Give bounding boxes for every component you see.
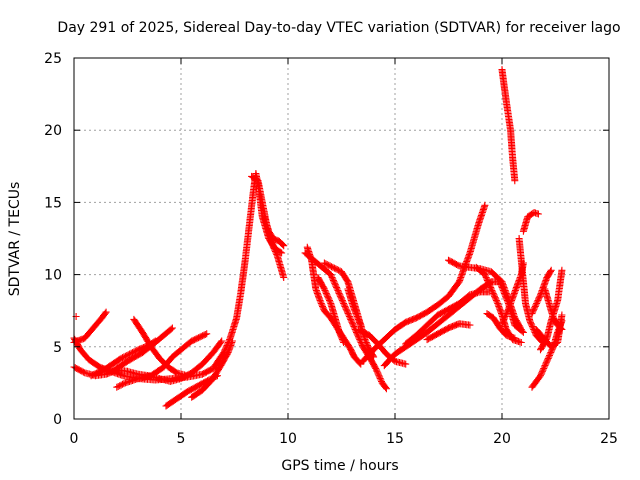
x-axis-label: GPS time / hours: [281, 458, 398, 474]
series-track-11: [261, 213, 288, 250]
data-point-marks: [188, 337, 236, 401]
series-track-16: [344, 285, 365, 329]
data-point-marks: [498, 66, 519, 185]
data-point-marks: [515, 235, 547, 346]
data-point-marks: [261, 213, 288, 250]
x-tick-label: 20: [493, 431, 511, 447]
series-track-24: [483, 310, 519, 342]
series-track-25: [498, 66, 519, 185]
data-point-marks: [423, 320, 474, 344]
x-tick-label: 25: [600, 431, 618, 447]
data-point-marks: [541, 285, 566, 333]
data-marks: [70, 66, 566, 410]
data-point-marks: [113, 330, 211, 391]
data-point-marks: [519, 209, 542, 235]
y-tick-label: 0: [53, 412, 62, 428]
y-tick-label: 5: [53, 340, 62, 356]
axes: 0 5 10 15 20 25 0 5 10 15 20 25: [44, 51, 618, 447]
series-track-13: [301, 249, 390, 393]
x-tick-label: 15: [386, 431, 404, 447]
x-tick-label: 5: [177, 431, 186, 447]
y-tick-label: 15: [44, 195, 62, 211]
series-track-27: [515, 235, 547, 346]
series-track-14: [314, 274, 348, 346]
data-point-marks: [301, 249, 390, 393]
x-tick-label: 0: [70, 431, 79, 447]
y-tick-label: 25: [44, 51, 62, 67]
series-track-18: [359, 201, 489, 365]
x-tick-label: 10: [279, 431, 297, 447]
series-track-21: [423, 320, 474, 344]
data-point-marks: [483, 310, 519, 342]
data-point-marks: [359, 201, 489, 365]
y-axis-label: SDTVAR / TECUs: [7, 182, 23, 297]
series-track-20: [402, 288, 493, 348]
series-track-33: [541, 285, 566, 333]
data-point-marks: [344, 285, 365, 329]
data-point-marks: [314, 274, 348, 346]
data-point-marks: [402, 288, 493, 348]
series-track-28: [519, 209, 542, 235]
chart-title: Day 291 of 2025, Sidereal Day-to-day VTE…: [57, 20, 620, 36]
series-track-7: [113, 330, 211, 391]
grid: [74, 58, 609, 419]
y-tick-label: 20: [44, 123, 62, 139]
series-track-9: [188, 337, 236, 401]
plot-frame: [73, 57, 610, 420]
y-tick-label: 10: [44, 268, 62, 284]
